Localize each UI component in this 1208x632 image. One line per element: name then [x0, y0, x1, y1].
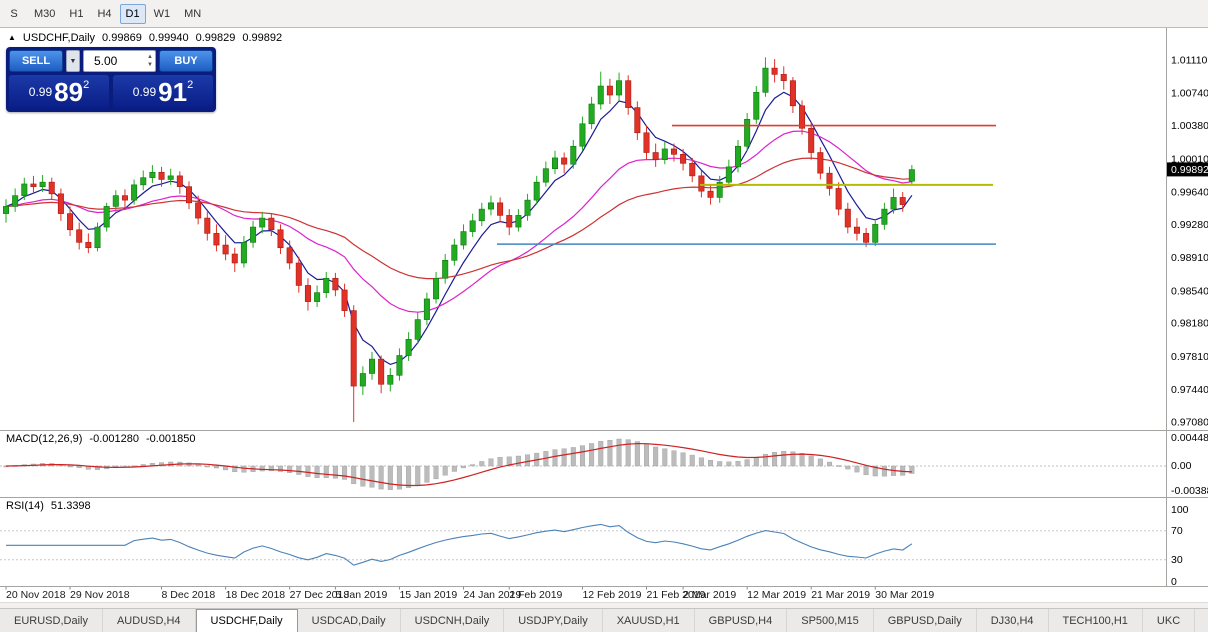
volume-dropdown-button[interactable]: ▼: [66, 50, 80, 72]
current-price-badge: 0.99892: [1167, 162, 1208, 177]
timeframe-button-w1[interactable]: W1: [153, 7, 171, 20]
macd-signal-line: [5, 442, 912, 487]
chevron-down-icon: ▼: [69, 57, 77, 65]
date-axis: 20 Nov 2018 29 Nov 2018 8 Dec 2018 18 Dec 2…: [5, 586, 934, 601]
macd-name: MACD(12,26,9): [6, 433, 83, 445]
sell-price-display[interactable]: 0.99 89 2: [9, 75, 109, 109]
chart-tab-gbpusd[interactable]: GBPUSD,Daily: [874, 609, 977, 632]
timeframe-button-h4[interactable]: H4: [97, 7, 112, 20]
svg-text:70: 70: [1171, 525, 1183, 537]
svg-text:0.00: 0.00: [1171, 460, 1192, 472]
rsi-line: [6, 523, 913, 566]
chart-tab-usdjpy[interactable]: USDJPY,Daily: [504, 609, 603, 632]
chart-tab-gbpusd[interactable]: GBPUSD,H4: [695, 609, 788, 632]
candle-series: [2, 57, 915, 422]
chart-tab-ukc[interactable]: UKC: [1143, 609, 1196, 632]
svg-text:18 Dec 2018: 18 Dec 2018: [226, 589, 286, 601]
rsi-axis: 100 70 30 0: [1171, 504, 1189, 588]
ma-mid-line: [5, 130, 912, 313]
volume-value: 5.00: [94, 54, 118, 68]
svg-text:2 Feb 2019: 2 Feb 2019: [509, 589, 562, 601]
svg-text:1.01110: 1.01110: [1171, 55, 1208, 67]
svg-text:1.00010: 1.00010: [1171, 153, 1208, 165]
svg-text:2 Mar 2019: 2 Mar 2019: [683, 589, 736, 601]
chart-icon: ▲: [8, 33, 16, 42]
svg-text:0.004487: 0.004487: [1171, 432, 1208, 444]
chart-tab-usdcad[interactable]: USDCAD,Daily: [298, 609, 401, 632]
macd-histogram: [3, 438, 915, 490]
rsi-name: RSI(14): [6, 500, 44, 512]
svg-text:12 Mar 2019: 12 Mar 2019: [747, 589, 806, 601]
timeframe-button-h1[interactable]: H1: [69, 7, 84, 20]
chart-tab-usdchf[interactable]: USDCHF,Daily: [195, 609, 298, 632]
macd-main-value: -0.001280: [89, 433, 139, 445]
svg-text:20 Nov 2018: 20 Nov 2018: [6, 589, 66, 601]
volume-down-arrow-icon[interactable]: ▼: [147, 62, 153, 68]
svg-text:15 Jan 2019: 15 Jan 2019: [399, 589, 457, 601]
svg-text:29 Nov 2018: 29 Nov 2018: [70, 589, 130, 601]
sell-button[interactable]: SELL: [9, 50, 63, 72]
svg-text:1.00380: 1.00380: [1171, 120, 1208, 132]
chart-header: ▲ USDCHF,Daily 0.99869 0.99940 0.99829 0…: [8, 32, 282, 44]
chart-tab-usdcnh[interactable]: USDCNH,Daily: [401, 609, 505, 632]
macd-indicator-label: MACD(12,26,9) -0.001280 -0.001850: [6, 433, 196, 445]
svg-text:0.97810: 0.97810: [1171, 351, 1208, 363]
ma-fast-line: [5, 91, 913, 366]
rsi-indicator-label: RSI(14) 51.3398: [6, 500, 91, 512]
ma-slow-line: [5, 157, 912, 280]
volume-up-arrow-icon[interactable]: ▲: [147, 54, 153, 60]
svg-text:21 Feb 2019: 21 Feb 2019: [647, 589, 706, 601]
buy-price-display[interactable]: 0.99 91 2: [113, 75, 213, 109]
chart-tab-dj30[interactable]: DJ30,H4: [977, 609, 1049, 632]
svg-text:1.00740: 1.00740: [1171, 88, 1208, 100]
svg-text:30: 30: [1171, 554, 1183, 566]
ohlc-open: 0.99869: [102, 32, 142, 44]
horizontal-scrollbar[interactable]: [0, 602, 1208, 608]
volume-input[interactable]: 5.00 ▲ ▼: [83, 50, 156, 72]
svg-text:5 Jan 2019: 5 Jan 2019: [335, 589, 387, 601]
svg-text:0.98910: 0.98910: [1171, 252, 1208, 264]
one-click-trading-panel: SELL ▼ 5.00 ▲ ▼ BUY 0.99 89 2 0.99 91 2: [6, 47, 216, 112]
svg-text:30 Mar 2019: 30 Mar 2019: [875, 589, 934, 601]
svg-text:0: 0: [1171, 576, 1177, 588]
svg-text:12 Feb 2019: 12 Feb 2019: [582, 589, 641, 601]
macd-signal-value: -0.001850: [145, 433, 196, 445]
ohlc-low: 0.99829: [195, 32, 236, 44]
macd-axis: 0.004487 0.00 -0.003883: [1171, 432, 1208, 497]
chart-tab-audusd[interactable]: AUDUSD,H4: [103, 609, 196, 632]
rsi-value: 51.3398: [50, 500, 91, 512]
svg-text:0.97080: 0.97080: [1171, 416, 1208, 428]
svg-text:0.97440: 0.97440: [1171, 384, 1208, 396]
timeframe-toolbar: S M30 H1 H4 D1 W1 MN: [0, 0, 1208, 28]
chart-tab-sp500[interactable]: SP500,M15: [787, 609, 874, 632]
svg-text:-0.003883: -0.003883: [1171, 485, 1208, 497]
svg-text:24 Jan 2019: 24 Jan 2019: [464, 589, 522, 601]
buy-button[interactable]: BUY: [159, 50, 213, 72]
svg-text:0.98540: 0.98540: [1171, 285, 1208, 297]
ohlc-close: 0.99892: [242, 32, 283, 44]
timeframe-button-d1[interactable]: D1: [119, 3, 146, 24]
chart-tab-tech100[interactable]: TECH100,H1: [1049, 609, 1143, 632]
main-price-pane: [2, 57, 996, 422]
svg-text:0.99280: 0.99280: [1171, 219, 1208, 231]
svg-text:0.99892: 0.99892: [1171, 164, 1208, 176]
timeframe-button-s[interactable]: S: [10, 7, 18, 20]
chart-tab-eurusd[interactable]: EURUSD,Daily: [0, 609, 103, 632]
svg-text:8 Dec 2018: 8 Dec 2018: [162, 589, 216, 601]
svg-text:0.99640: 0.99640: [1171, 187, 1208, 199]
svg-text:100: 100: [1171, 504, 1189, 516]
ohlc-high: 0.99940: [148, 32, 189, 44]
chart-tab-xauusd[interactable]: XAUUSD,H1: [603, 609, 695, 632]
svg-text:27 Dec 2018: 27 Dec 2018: [290, 589, 350, 601]
svg-text:0.98180: 0.98180: [1171, 318, 1208, 330]
chart-symbol-label: USDCHF,Daily: [22, 32, 96, 44]
timeframe-button-mn[interactable]: MN: [184, 7, 202, 20]
price-axis: 1.01110 1.00740 1.00380 1.00010 0.99640 0.992…: [1171, 55, 1208, 429]
chart-tab-bar: EURUSD,Daily AUDUSD,H4 USDCHF,Daily USDCAD,…: [0, 608, 1208, 632]
timeframe-button-m30[interactable]: M30: [34, 7, 56, 20]
svg-text:21 Mar 2019: 21 Mar 2019: [811, 589, 870, 601]
